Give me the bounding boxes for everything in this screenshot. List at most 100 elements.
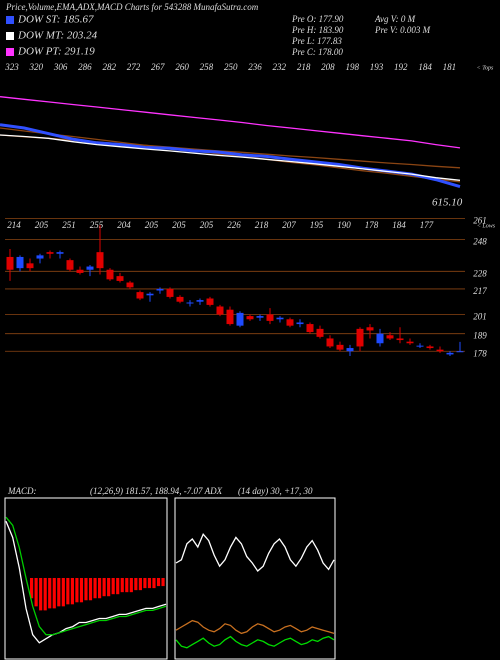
histogram-bar <box>93 577 97 599</box>
histogram-bar <box>52 577 56 609</box>
histogram-bar <box>30 577 34 599</box>
series-line <box>175 635 335 649</box>
histogram-bar <box>125 577 129 593</box>
candle-body <box>446 352 454 355</box>
candle-body <box>196 300 204 302</box>
candle-body <box>416 345 424 347</box>
candle-body <box>216 306 224 315</box>
histogram-bar <box>129 577 133 593</box>
lows-label: < Lows <box>477 223 496 229</box>
top-label: 208 <box>321 62 335 72</box>
legend-label: DOW ST: 185.67 <box>17 14 94 26</box>
low-label: 218 <box>255 220 269 230</box>
histogram-bar <box>75 577 79 603</box>
candle-body <box>166 288 174 297</box>
top-label: 250 <box>224 62 238 72</box>
candle-body <box>86 266 94 270</box>
chart-title: Price,Volume,EMA,ADX,MACD Charts for 543… <box>5 2 259 12</box>
top-label: 184 <box>418 62 432 72</box>
candle-body <box>296 322 304 325</box>
chart-subtitle: (12,26,9) 181.57, 188.94, -7.07 ADX <box>90 486 223 496</box>
y-tick-label: 201 <box>473 312 487 322</box>
info: Pre V: 0.003 M <box>374 25 431 35</box>
top-label: 236 <box>248 62 262 72</box>
histogram-bar <box>39 577 43 611</box>
histogram-bar <box>116 577 120 595</box>
candle-body <box>126 282 134 288</box>
top-label: 198 <box>345 62 359 72</box>
low-label: 207 <box>282 220 296 230</box>
low-label: 251 <box>62 220 76 230</box>
macd-panel <box>4 497 168 660</box>
candle-body <box>96 252 104 269</box>
top-label: 323 <box>4 62 19 72</box>
series-line <box>0 134 461 181</box>
histogram-bar <box>152 577 156 589</box>
histogram-bar <box>102 577 106 597</box>
legend-swatch <box>6 32 14 40</box>
candle-body <box>426 346 434 349</box>
candle-body <box>406 341 414 344</box>
low-label: 178 <box>365 220 379 230</box>
candle-body <box>176 296 184 302</box>
top-label: 272 <box>127 62 141 72</box>
histogram-bar <box>79 577 84 603</box>
legend-label: DOW MT: 203.24 <box>17 30 98 42</box>
histogram-bar <box>48 577 52 609</box>
low-label: 195 <box>310 220 324 230</box>
histogram-bar <box>57 577 61 607</box>
candle-body <box>206 298 214 305</box>
series-line <box>175 619 335 635</box>
series-line <box>175 532 335 572</box>
candle-body <box>236 312 244 326</box>
histogram-bar <box>43 577 47 611</box>
candle-body <box>346 348 354 352</box>
histogram-bar <box>138 577 142 591</box>
candle-body <box>186 302 194 304</box>
low-label: 226 <box>227 220 241 230</box>
histogram-bar <box>111 577 115 595</box>
histogram-bar <box>84 577 88 601</box>
y-tick-label: 178 <box>473 348 487 358</box>
candle-body <box>336 344 344 350</box>
candle-body <box>276 317 284 320</box>
histogram-bar <box>61 577 65 607</box>
y-tick-label: 189 <box>473 331 487 341</box>
annotation: 615.10 <box>432 197 463 209</box>
top-label: 306 <box>53 62 68 72</box>
y-tick-label: 217 <box>473 286 487 296</box>
info: Pre O: 177.90 <box>291 14 344 24</box>
series-line <box>0 96 461 149</box>
candle-body <box>156 288 164 291</box>
tops-label: < Tops <box>477 65 494 71</box>
histogram-bar <box>147 577 152 589</box>
adx-panel <box>174 497 336 660</box>
histogram-bar <box>120 577 124 593</box>
y-tick-label: 261 <box>473 216 487 226</box>
candle-body <box>26 263 34 269</box>
candle-body <box>376 333 384 344</box>
candle-body <box>146 293 154 296</box>
histogram-bar <box>66 577 70 605</box>
top-label: 258 <box>200 62 214 72</box>
series-line <box>0 127 461 183</box>
candle-body <box>246 316 254 320</box>
histogram-bar <box>98 577 102 599</box>
low-label: 204 <box>117 220 131 230</box>
candle-body <box>286 319 294 326</box>
candle-body <box>386 335 394 339</box>
legend-swatch <box>6 48 14 56</box>
candle-body <box>326 338 334 347</box>
histogram-bar <box>107 577 111 597</box>
candle-body <box>306 324 314 333</box>
chart-title: (14 day) 30, +17, 30 <box>238 486 313 496</box>
info: Avg V: 0 M <box>374 14 416 24</box>
low-label: 255 <box>90 220 104 230</box>
legend-label: DOW PT: 291.19 <box>17 46 95 58</box>
candle-body <box>436 349 444 352</box>
top-label: 320 <box>29 62 44 72</box>
top-label: 181 <box>443 62 457 72</box>
candle-body <box>76 269 84 273</box>
candle-body <box>266 314 274 321</box>
